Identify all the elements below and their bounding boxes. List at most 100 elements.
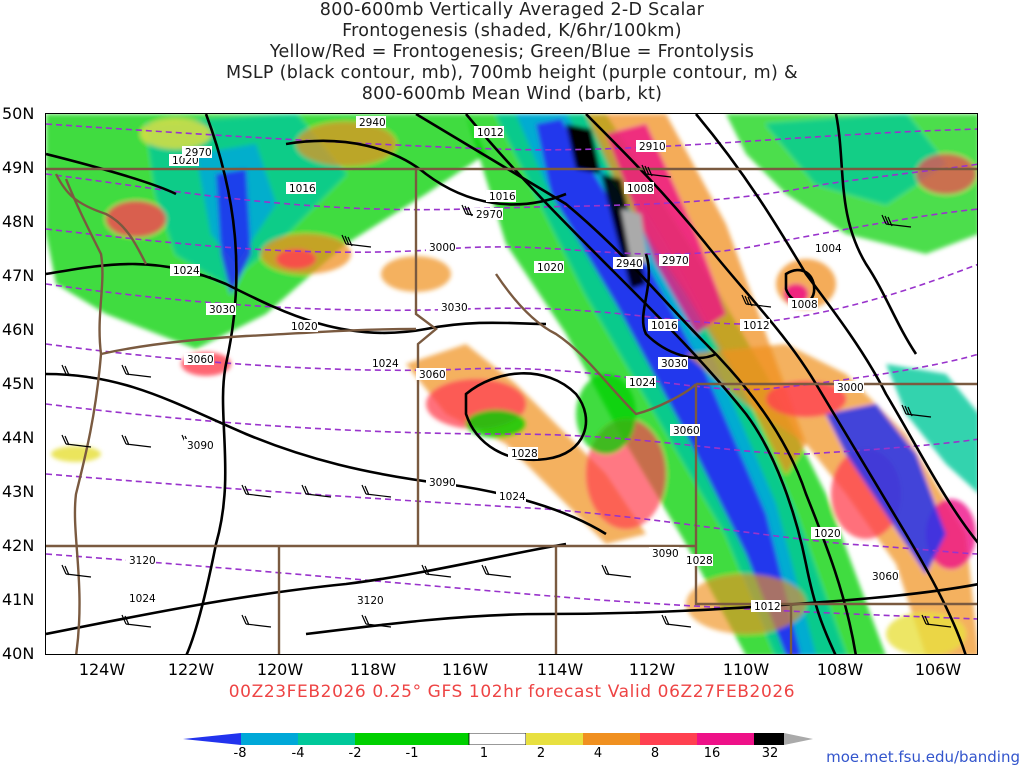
mslp-label-text: 1024 bbox=[129, 593, 156, 605]
mslp-label: 1024 bbox=[626, 376, 656, 389]
title-line-3: Yellow/Red = Frontogenesis; Green/Blue =… bbox=[269, 42, 755, 62]
mslp-label: 1008 bbox=[788, 298, 818, 311]
colorbar-label: -2 bbox=[348, 746, 362, 761]
mslp-label-text: 1020 bbox=[537, 262, 564, 274]
colorbar-segment bbox=[784, 733, 813, 745]
colorbar-segment bbox=[183, 733, 241, 745]
mslp-label: 1008 bbox=[624, 182, 654, 195]
mslp-label-text: 1024 bbox=[629, 377, 656, 389]
height-label: 3030 bbox=[658, 357, 688, 370]
lon-label: 112W bbox=[628, 660, 676, 679]
frontogenesis-map: 1020 1016 1024 1020 1016 1012 1008 1020 … bbox=[46, 114, 977, 654]
title-line-5: 800-600mb Mean Wind (barb, kt) bbox=[361, 84, 663, 104]
mslp-label-text: 1012 bbox=[477, 127, 504, 139]
mslp-label-text: 1016 bbox=[489, 191, 516, 203]
height-label: 3030 bbox=[206, 303, 236, 316]
height-label: 3000 bbox=[834, 381, 864, 394]
lon-label: 116W bbox=[441, 660, 489, 679]
height-label: 3090 bbox=[426, 476, 456, 489]
height-label: 3000 bbox=[426, 241, 456, 254]
mslp-label: 1016 bbox=[286, 182, 316, 195]
mslp-label-text: 1012 bbox=[743, 320, 770, 332]
height-label: 2970 bbox=[182, 146, 212, 159]
mslp-label: 1004 bbox=[812, 242, 842, 255]
colorbar-segment bbox=[754, 733, 784, 745]
colorbar-label: -8 bbox=[233, 746, 247, 761]
colorbar-label: 8 bbox=[650, 746, 660, 761]
height-label: 3090 bbox=[649, 547, 679, 560]
height-label: 3060 bbox=[670, 424, 700, 437]
mslp-label-text: 1012 bbox=[754, 601, 781, 613]
height-label-text: 3090 bbox=[429, 477, 456, 489]
height-label: 3030 bbox=[438, 301, 468, 314]
colorbar-label: 4 bbox=[593, 746, 603, 761]
map-frame: 1020 1016 1024 1020 1016 1012 1008 1020 … bbox=[45, 113, 978, 655]
lat-label: 44N bbox=[2, 428, 35, 447]
colorbar-label: -4 bbox=[291, 746, 305, 761]
height-label-text: 3030 bbox=[441, 302, 468, 314]
colorbar-segment bbox=[526, 733, 583, 745]
mslp-label-text: 1008 bbox=[627, 183, 654, 195]
mslp-label: 1016 bbox=[486, 190, 516, 203]
mslp-label: 1020 bbox=[534, 261, 564, 274]
source-credit[interactable]: moe.met.fsu.edu/banding bbox=[826, 748, 1020, 766]
colorbar-segment bbox=[468, 733, 527, 745]
height-label: 2910 bbox=[636, 140, 666, 153]
mslp-label-text: 1008 bbox=[791, 299, 818, 311]
height-label: 3060 bbox=[416, 368, 446, 381]
height-label-text: 2940 bbox=[616, 258, 643, 270]
colorbar-segment bbox=[241, 733, 298, 745]
colorbar bbox=[183, 733, 813, 745]
lat-label: 40N bbox=[2, 644, 35, 663]
political-borders bbox=[46, 167, 977, 654]
colorbar-label: 16 bbox=[703, 746, 721, 761]
height-label-text: 3060 bbox=[872, 571, 899, 583]
mslp-label: 1012 bbox=[751, 600, 781, 613]
colorbar-segment bbox=[697, 733, 754, 745]
colorbar-label: 2 bbox=[536, 746, 546, 761]
lon-label: 108W bbox=[816, 660, 864, 679]
height-label-text: 3060 bbox=[187, 354, 214, 366]
height-label: 2970 bbox=[659, 254, 689, 267]
lon-label: 124W bbox=[78, 660, 126, 679]
lat-label: 41N bbox=[2, 590, 35, 609]
mslp-label: 1028 bbox=[508, 447, 538, 460]
height-label-text: 3060 bbox=[673, 425, 700, 437]
height-label: 3060 bbox=[869, 570, 899, 583]
mslp-label: 1020 bbox=[288, 320, 318, 333]
colorbar-segment bbox=[298, 733, 355, 745]
mslp-label-text: 1028 bbox=[686, 555, 713, 567]
title-line-1: 800-600mb Vertically Averaged 2-D Scalar bbox=[319, 0, 705, 20]
lon-label: 118W bbox=[349, 660, 397, 679]
height-label-text: 2970 bbox=[185, 147, 212, 159]
mslp-label: 1020 bbox=[811, 527, 841, 540]
lon-label: 114W bbox=[536, 660, 584, 679]
height-label-text: 3000 bbox=[429, 242, 456, 254]
height-label-text: 2970 bbox=[476, 209, 503, 221]
mslp-label: 1028 bbox=[683, 554, 713, 567]
mslp-label-text: 1024 bbox=[499, 491, 526, 503]
height-label: 2940 bbox=[613, 257, 643, 270]
lat-label: 42N bbox=[2, 536, 35, 555]
mslp-label-text: 1028 bbox=[511, 448, 538, 460]
lat-label: 50N bbox=[2, 104, 35, 123]
lon-label: 106W bbox=[914, 660, 962, 679]
mslp-label: 1024 bbox=[126, 592, 156, 605]
height-label-text: 3120 bbox=[357, 595, 384, 607]
lat-label: 48N bbox=[2, 212, 35, 231]
lon-label: 120W bbox=[256, 660, 304, 679]
height-label-text: 3090 bbox=[187, 440, 214, 452]
height-label-text: 3120 bbox=[129, 555, 156, 567]
height-label-text: 2970 bbox=[662, 255, 689, 267]
height-label-text: 2940 bbox=[359, 117, 386, 129]
colorbar-segment bbox=[412, 733, 469, 745]
height-label-text: 3000 bbox=[837, 382, 864, 394]
mslp-label: 1024 bbox=[369, 357, 399, 370]
height-label: 3120 bbox=[126, 554, 156, 567]
mslp-label-text: 1020 bbox=[814, 528, 841, 540]
height-label-text: 3030 bbox=[661, 358, 688, 370]
lat-label: 49N bbox=[2, 158, 35, 177]
mslp-label-text: 1020 bbox=[291, 321, 318, 333]
lat-label: 46N bbox=[2, 320, 35, 339]
mslp-label: 1012 bbox=[474, 126, 504, 139]
